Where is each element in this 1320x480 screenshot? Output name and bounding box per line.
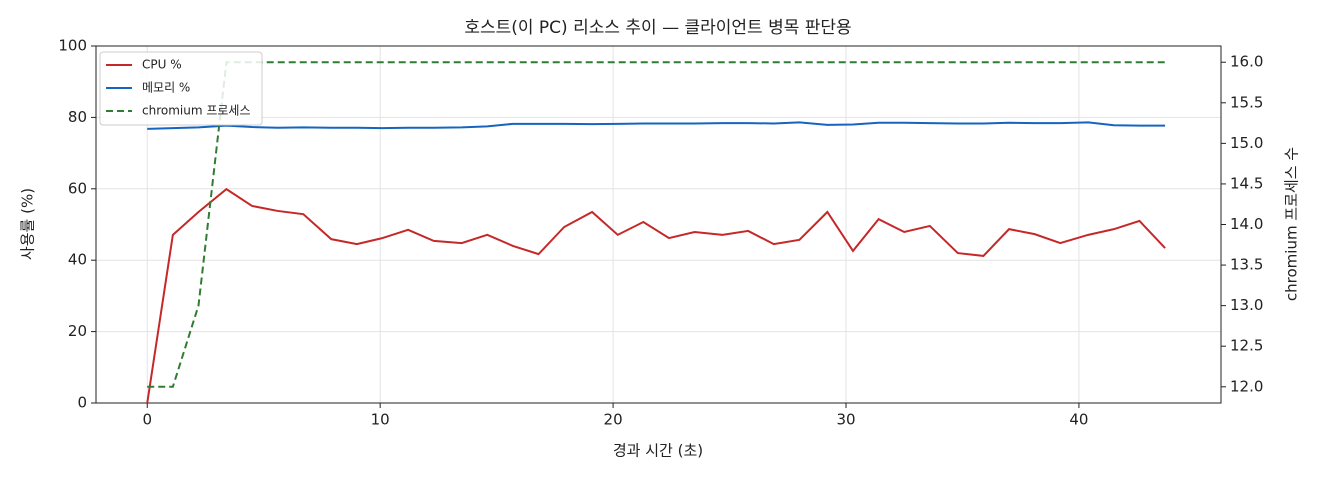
x-tick-label: 40 [1069, 411, 1088, 429]
y2-tick-label: 12.5 [1230, 337, 1263, 355]
x-tick-label: 10 [371, 411, 390, 429]
y-tick-label: 100 [58, 37, 87, 55]
y-tick-label: 60 [68, 179, 87, 197]
y-tick-label: 20 [68, 322, 87, 340]
series-line [146, 187, 1166, 404]
y2-tick-label: 15.5 [1230, 93, 1263, 111]
x-axis-label: 경과 시간 (초) [613, 442, 703, 460]
y2-tick-label: 13.5 [1230, 256, 1263, 274]
legend-label: CPU % [142, 58, 182, 72]
x-tick-label: 30 [836, 411, 855, 429]
y2-tick-label: 16.0 [1230, 53, 1263, 71]
y2-tick-label: 14.5 [1230, 174, 1263, 192]
series-line [147, 121, 1166, 130]
y2-axis-label: chromium 프로세스 수 [1283, 147, 1301, 301]
chart-title: 호스트(이 PC) 리소스 추이 — 클라이언트 병목 판단용 [464, 18, 851, 38]
legend-box [99, 51, 263, 126]
y-tick-label: 40 [68, 251, 87, 269]
plot-frame [95, 45, 1222, 404]
y-axis-label: 사용률 (%) [19, 188, 37, 260]
y2-tick-label: 15.0 [1230, 134, 1263, 152]
y2-tick-label: 14.0 [1230, 215, 1263, 233]
legend-label: 메모리 % [142, 81, 190, 95]
y-tick-label: 0 [77, 394, 87, 412]
legend-label: chromium 프로세스 [142, 104, 251, 118]
y-tick-label: 80 [68, 108, 87, 126]
y2-tick-label: 12.0 [1230, 377, 1263, 395]
x-tick-label: 20 [604, 411, 623, 429]
x-tick-label: 0 [142, 411, 152, 429]
series-line [147, 61, 1166, 388]
y2-tick-label: 13.0 [1230, 296, 1263, 314]
